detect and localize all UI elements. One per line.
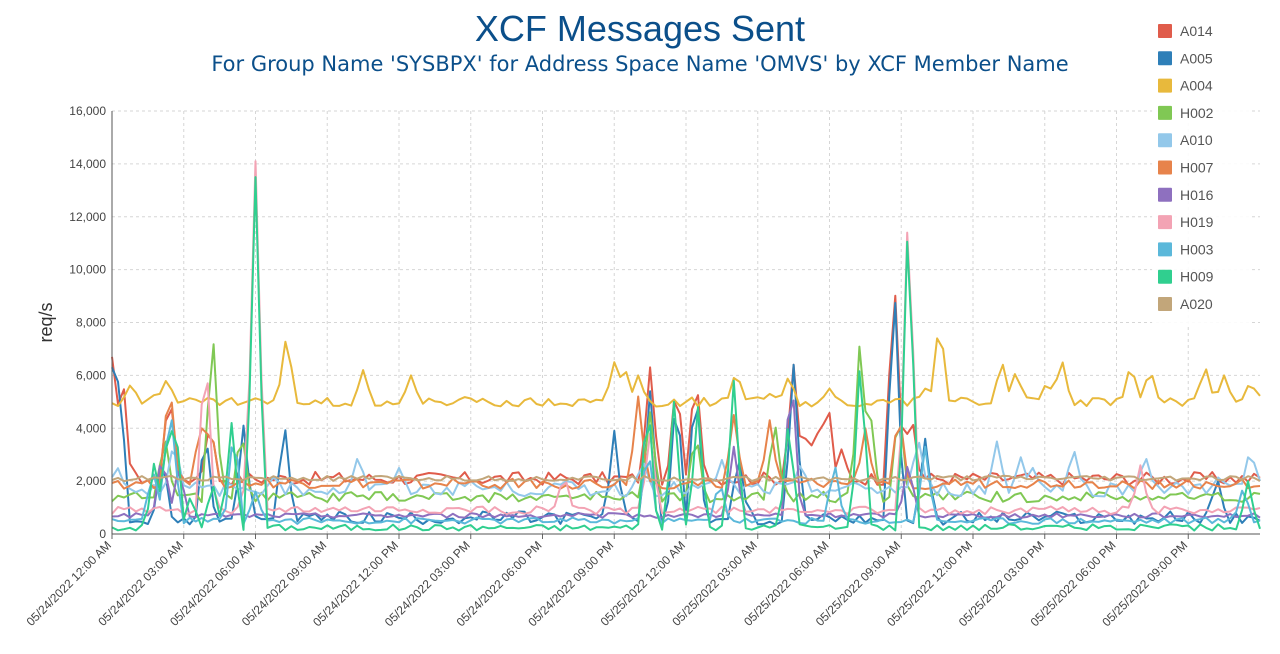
series-line-a010: [111, 440, 1261, 498]
series-line-h007: [111, 395, 1261, 490]
y-tick-label: 2,000: [76, 474, 106, 488]
legend-label[interactable]: H003: [1180, 241, 1214, 257]
legend-swatch[interactable]: [1158, 105, 1172, 120]
chart-series: [111, 160, 1261, 532]
series-line-a014: [111, 294, 1261, 487]
y-tick-label: 12,000: [69, 210, 106, 224]
chart-title: XCF Messages Sent: [474, 8, 806, 49]
y-axis-ticks: 0 2,000 4,000 6,000 8,000 10,000 12,000 14,000 1…: [69, 104, 106, 541]
chart-subtitle: For Group Name 'SYSBPX' for Address Spac…: [211, 52, 1069, 76]
legend-swatch[interactable]: [1158, 78, 1172, 93]
legend-swatch[interactable]: [1158, 297, 1172, 311]
chart-legend[interactable]: A014 A005 A004 H002 A010 H007 H016 H019 H003 H009…: [1152, 18, 1252, 325]
y-tick-label: 14,000: [69, 157, 106, 171]
y-tick-label: 4,000: [76, 421, 106, 435]
legend-swatch[interactable]: [1158, 51, 1172, 66]
legend-swatch[interactable]: [1158, 24, 1172, 38]
series-line-h009: [111, 176, 1261, 532]
legend-label[interactable]: A004: [1180, 78, 1213, 94]
y-tick-label: 6,000: [76, 368, 106, 382]
series-line-h016: [111, 399, 1261, 519]
legend-swatch[interactable]: [1158, 160, 1172, 175]
legend-label[interactable]: H019: [1180, 214, 1214, 230]
legend-label[interactable]: H016: [1180, 187, 1214, 203]
y-tick-label: 16,000: [69, 104, 106, 118]
y-tick-label: 8,000: [76, 316, 106, 330]
series-line-a020: [111, 474, 1261, 483]
legend-label[interactable]: H009: [1180, 269, 1214, 285]
y-axis-label: req/s: [36, 302, 56, 342]
legend-label[interactable]: H007: [1180, 160, 1214, 176]
legend-swatch[interactable]: [1158, 187, 1172, 202]
legend-label[interactable]: A010: [1180, 132, 1213, 148]
y-tick-label: 10,000: [69, 263, 106, 277]
legend-swatch[interactable]: [1158, 269, 1172, 284]
chart-axes: [111, 111, 1260, 539]
legend-swatch[interactable]: [1158, 242, 1172, 257]
legend-swatch[interactable]: [1158, 133, 1172, 148]
series-line-a004: [111, 337, 1261, 408]
legend-label[interactable]: A014: [1180, 23, 1213, 39]
legend-swatch[interactable]: [1158, 215, 1172, 230]
legend-label[interactable]: H002: [1180, 105, 1214, 121]
series-line-h019: [111, 160, 1261, 516]
y-tick-label: 0: [99, 527, 106, 541]
legend-label[interactable]: A005: [1180, 50, 1213, 66]
legend-label[interactable]: A020: [1180, 296, 1213, 312]
